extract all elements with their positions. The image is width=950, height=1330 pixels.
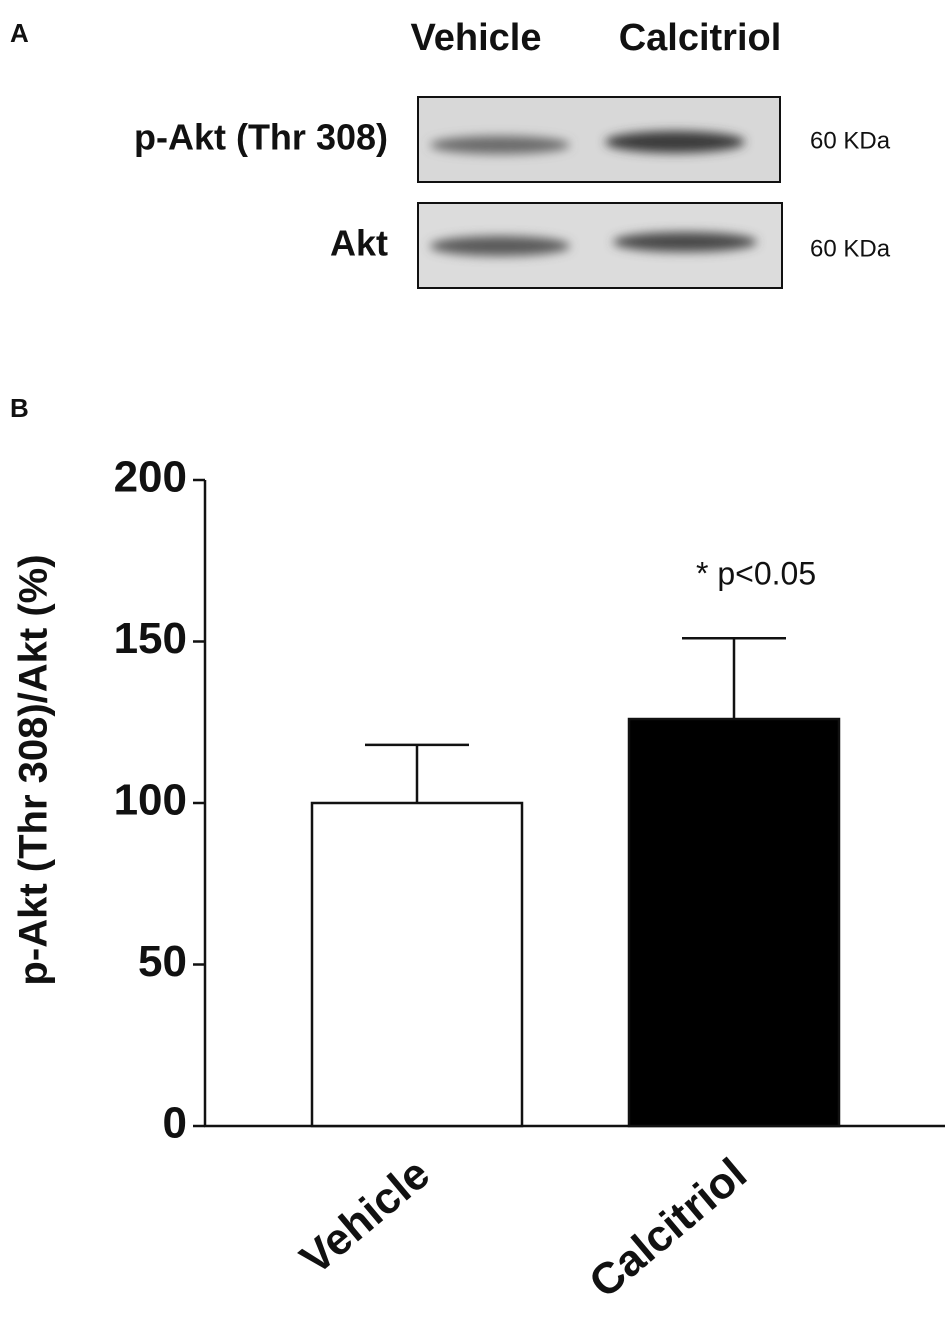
size-label: 60 KDa	[810, 127, 891, 154]
annotation: * p<0.05	[696, 556, 816, 592]
y-axis-label: p-Akt (Thr 308)/Akt (%)	[12, 554, 56, 985]
y-tick-label: 150	[114, 614, 187, 663]
y-tick-label: 0	[163, 1099, 187, 1148]
x-tick-label: Vehicle	[291, 1149, 439, 1284]
row-label: Akt	[330, 223, 388, 264]
panel-label: A	[10, 18, 29, 48]
blot	[417, 96, 783, 289]
y-tick-label: 100	[114, 776, 187, 825]
x-tick-label: Calcitriol	[580, 1149, 756, 1308]
error-bar	[365, 743, 469, 803]
lane-label: Vehicle	[411, 17, 542, 59]
bar	[627, 717, 841, 1128]
lane-label: Calcitriol	[619, 17, 782, 59]
panel-label: B	[10, 393, 29, 423]
size-label: 60 KDa	[810, 235, 891, 262]
row-label: p-Akt (Thr 308)	[134, 117, 388, 158]
bar	[310, 801, 524, 1128]
y-tick-label: 50	[138, 937, 187, 986]
error-bar	[682, 637, 786, 720]
y-tick-label: 200	[114, 453, 187, 502]
